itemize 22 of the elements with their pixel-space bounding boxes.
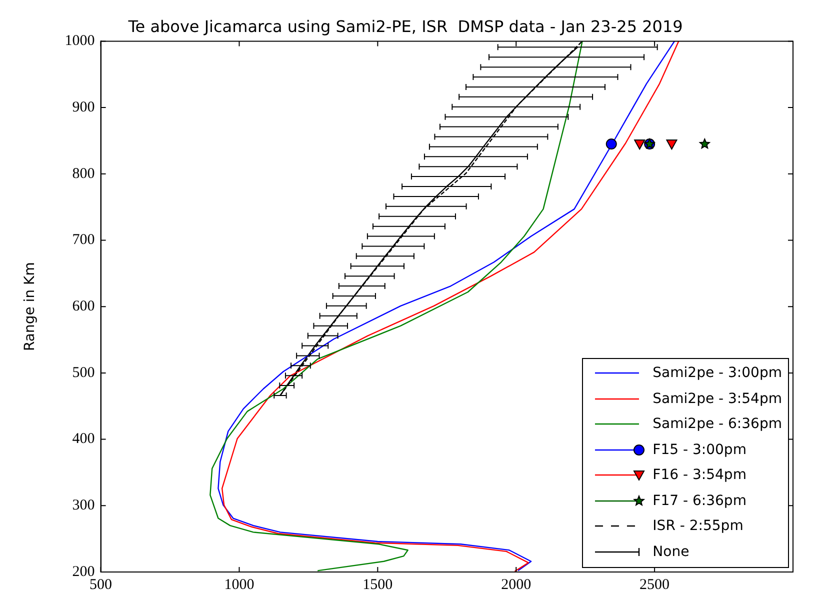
x-tick-label: 1000 [224,576,254,593]
legend-label: Sami2pe - 6:36pm [652,416,782,432]
y-tick-label: 700 [72,232,95,248]
chart-title: Te above Jicamarca using Sami2-PE, ISR DMSP data - Jan 23-25 2019 [127,16,683,36]
legend-label: Sami2pe - 3:00pm [652,365,782,381]
y-tick-label: 800 [72,166,95,182]
y-tick-label: 900 [72,99,95,116]
y-tick-label: 500 [72,364,95,381]
y-tick-label: 600 [72,298,95,315]
legend-label: ISR - 2:55pm [652,518,744,534]
y-axis-title: Range in Km [22,262,38,352]
legend-label: F15 - 3:00pm [652,442,746,458]
y-tick-label: 1000 [64,33,95,50]
y-tick-label: 300 [72,498,95,514]
y-tick-label: 400 [72,431,95,448]
x-tick-label: 2500 [640,576,670,593]
x-tick-label: 1500 [362,576,393,593]
legend-label: F17 - 6:36pm [652,492,746,508]
legend-label: None [652,544,690,560]
legend-label: Sami2pe - 3:54pm [652,390,782,406]
x-tick-label: 2000 [501,576,532,593]
legend-label: F16 - 3:54pm [652,467,746,483]
